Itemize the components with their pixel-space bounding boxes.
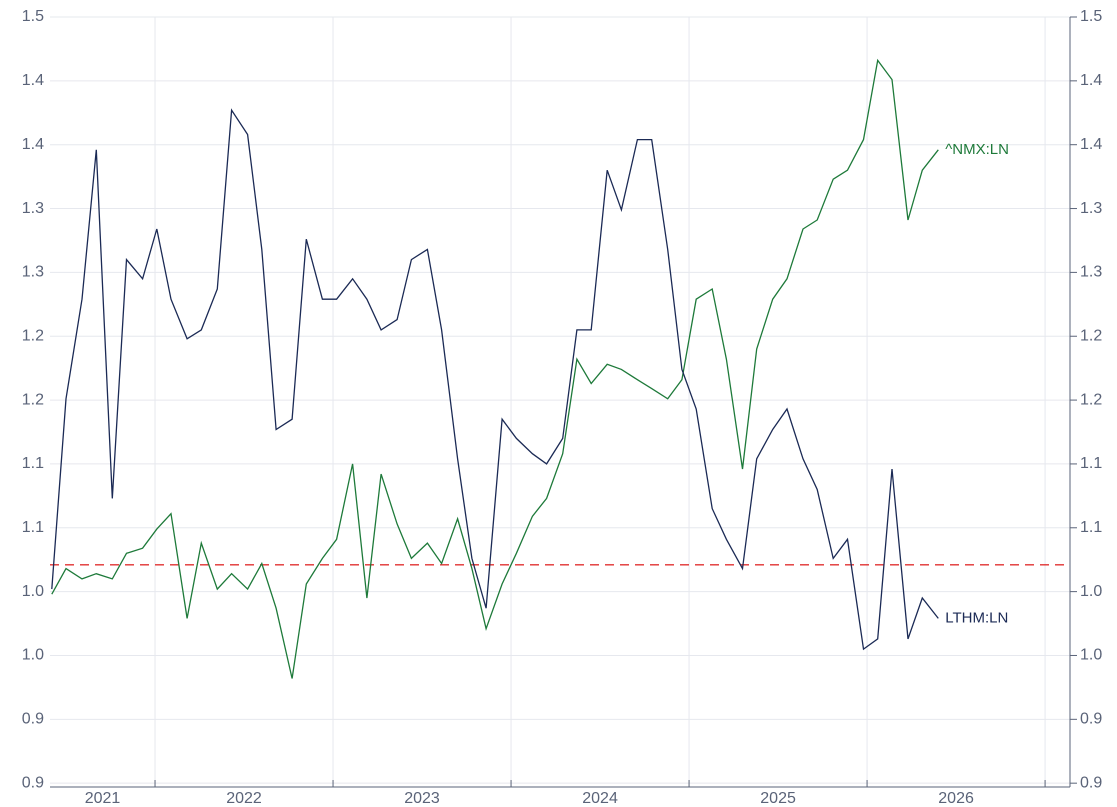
y-tick-label: 1.5 [22,8,44,25]
y2-tick-label: 1.2 [1080,391,1102,408]
series-label: LTHM:LN [945,609,1008,626]
y-tick-label: 1.1 [22,519,44,536]
y-tick-label: 1.0 [22,647,44,664]
y-tick-label: 1.2 [22,391,44,408]
y2-tick-label: 0.9 [1080,711,1102,728]
y2-tick-label: 1.2 [1080,327,1102,344]
y-tick-label: 1.4 [22,136,44,153]
y2-tick-label: 1.3 [1080,200,1102,217]
y2-tick-label: 1.5 [1080,8,1102,25]
x-tick-label: 2021 [85,790,121,807]
x-tick-label: 2026 [938,790,974,807]
series-line [51,108,939,651]
y-tick-label: 0.9 [22,711,44,728]
x-tick-label: 2025 [760,790,796,807]
y-tick-label: 1.0 [22,583,44,600]
y2-tick-label: 1.1 [1080,455,1102,472]
y-tick-label: 1.1 [22,455,44,472]
x-tick-label: 2022 [226,790,262,807]
y-tick-label: 1.2 [22,327,44,344]
x-tick-label: 2023 [404,790,440,807]
y-tick-label: 1.4 [22,72,44,89]
x-tick-label: 2024 [582,790,618,807]
y2-tick-label: 1.0 [1080,647,1102,664]
series-label: ^NMX:LN [945,141,1009,158]
y-tick-label: 0.9 [22,774,44,791]
y2-tick-label: 1.1 [1080,519,1102,536]
y-tick-label: 1.3 [22,200,44,217]
y2-tick-label: 0.9 [1080,774,1102,791]
series-line [51,58,939,679]
y2-tick-label: 1.4 [1080,136,1102,153]
y2-tick-label: 1.3 [1080,264,1102,281]
y2-tick-label: 1.4 [1080,72,1102,89]
y2-tick-label: 1.0 [1080,583,1102,600]
y-tick-label: 1.3 [22,264,44,281]
